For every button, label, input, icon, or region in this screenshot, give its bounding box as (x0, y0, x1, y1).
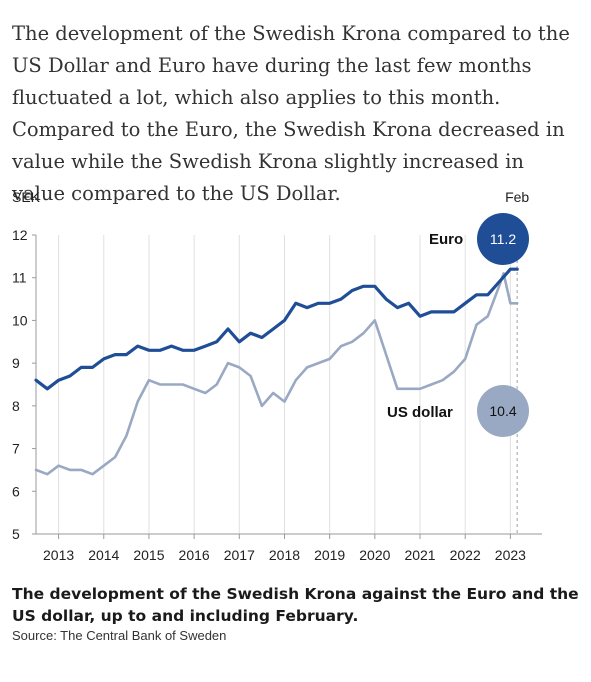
y-axis-label: SEK (12, 189, 41, 205)
us-dollar-series-line (34, 272, 519, 476)
euro-series-line (34, 267, 519, 391)
x-tick-label: 2015 (133, 547, 164, 563)
euro-end-value: 11.2 (490, 231, 516, 247)
exchange-rate-chart: 5 6 7 8 9 10 11 12 SEK 2013 2014 2015 2016 2017 2018 20… (12, 189, 542, 563)
latest-month-label: Feb (505, 189, 529, 205)
x-tick-label: 2023 (495, 547, 526, 563)
y-tick-label: 9 (12, 355, 20, 371)
x-tick-label: 2017 (224, 547, 255, 563)
chart-caption-source: Source: The Central Bank of Sweden (12, 628, 227, 643)
y-tick-label: 8 (12, 398, 20, 414)
x-tick-label: 2013 (43, 547, 74, 563)
x-tick-label: 2014 (88, 547, 119, 563)
us-dollar-end-value-bubble (477, 385, 529, 437)
euro-end-value-bubble (477, 213, 529, 265)
x-tick-label: 2018 (269, 547, 300, 563)
x-tick-label: 2021 (404, 547, 435, 563)
x-tick-label: 2016 (179, 547, 210, 563)
euro-series-label: Euro (429, 231, 463, 248)
y-tick-label: 7 (12, 441, 20, 457)
y-tick-label: 5 (12, 526, 20, 542)
y-tick-label: 6 (12, 483, 20, 499)
y-tick-label: 11 (12, 270, 27, 286)
x-tick-label: 2022 (450, 547, 481, 563)
y-tick-label: 12 (12, 227, 28, 243)
us-dollar-series-label: US dollar (387, 404, 453, 421)
x-tick-label: 2019 (314, 547, 345, 563)
y-tick-label: 10 (12, 312, 28, 328)
chart-caption-title: The development of the Swedish Krona aga… (12, 585, 579, 625)
intro-paragraph: The development of the Swedish Krona com… (12, 22, 570, 205)
us-dollar-end-value: 10.4 (489, 403, 516, 419)
x-tick-label: 2020 (359, 547, 390, 563)
